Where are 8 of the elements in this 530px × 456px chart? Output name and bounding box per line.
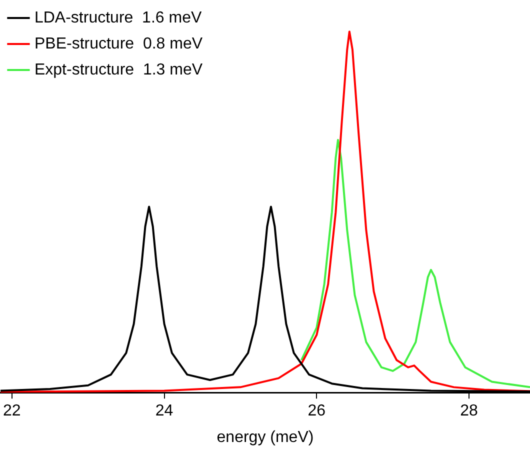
x-tick-label: 22 [3,402,21,420]
legend-label: PBE-structure 0.8 meV [34,35,203,52]
x-tick-label: 26 [308,402,326,420]
legend-label: Expt-structure 1.3 meV [34,61,203,78]
legend-label: LDA-structure 1.6 meV [34,9,202,26]
x-tick-label: 24 [155,402,174,420]
x-tick-label: 28 [460,402,478,420]
x-axis-title: energy (meV) [216,428,314,446]
